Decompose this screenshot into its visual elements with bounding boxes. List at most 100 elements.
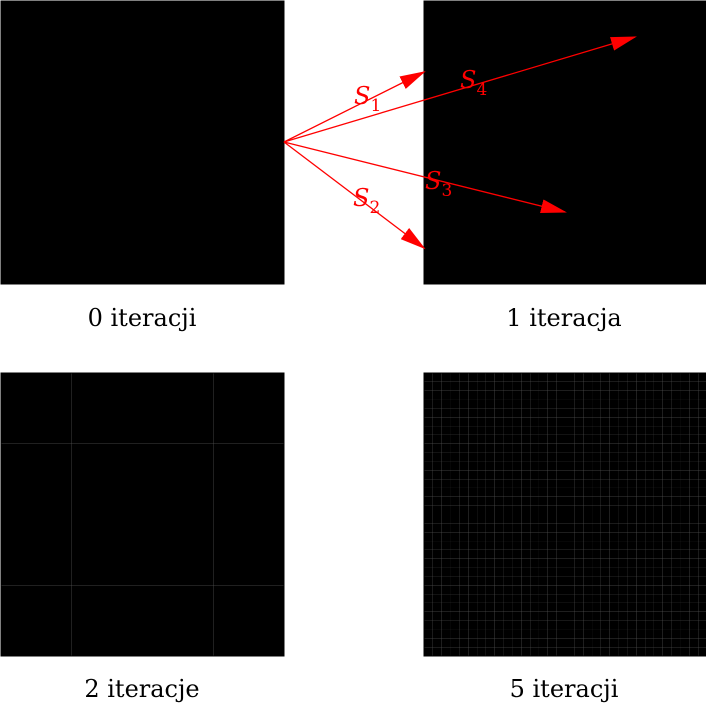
attractor-square (627, 549, 637, 559)
attractor-square (538, 647, 548, 656)
attractor-square (485, 620, 495, 630)
attractor-square (424, 514, 433, 524)
attractor-square (441, 390, 451, 400)
attractor-square (600, 585, 610, 595)
attractor-square (618, 443, 628, 453)
attractor-square (424, 647, 433, 656)
attractor-square (441, 594, 451, 603)
attractor-square (627, 434, 637, 444)
attractor-square (556, 390, 566, 400)
attractor-square (645, 479, 654, 488)
attractor-square (645, 594, 654, 603)
attractor-square (530, 629, 539, 639)
attractor-square (671, 620, 681, 630)
attractor-square (662, 470, 672, 480)
attractor-square (574, 373, 584, 382)
attractor-square (662, 496, 672, 506)
attractor-square (441, 496, 451, 506)
attractor-square (521, 514, 531, 524)
attractor-square (441, 549, 451, 559)
attractor-square (468, 461, 478, 471)
attractor-square (477, 523, 486, 533)
attractor-square (671, 452, 681, 462)
attractor-square (592, 496, 601, 506)
attractor-square (432, 585, 442, 595)
attractor-square (213, 585, 284, 656)
attractor-square (636, 647, 646, 656)
attractor-square (565, 594, 575, 603)
attractor-square (477, 541, 486, 550)
attractor-square (600, 496, 610, 506)
attractor-square (530, 558, 539, 568)
attractor-square (432, 470, 442, 480)
attractor-square (547, 514, 557, 524)
attractor-square (468, 417, 478, 427)
attractor-square (618, 408, 628, 418)
attractor-square (627, 408, 637, 418)
attractor-square (609, 434, 619, 444)
attractor-square (645, 576, 654, 586)
attractor-square (441, 443, 451, 453)
attractor-square (653, 487, 663, 497)
attractor-square (636, 390, 646, 400)
attractor-square (592, 461, 601, 471)
attractor-square (547, 602, 557, 612)
attractor-square (609, 549, 619, 559)
attractor-square (680, 452, 690, 462)
attractor-square (538, 532, 548, 542)
attractor-square (662, 567, 672, 577)
attractor-square (662, 443, 672, 453)
attractor-square (609, 523, 619, 533)
attractor-square (689, 629, 699, 639)
attractor-square (538, 629, 548, 639)
attractor-square (609, 487, 619, 497)
attractor-square (645, 611, 654, 621)
attractor-square (450, 594, 460, 603)
attractor-square (627, 532, 637, 542)
attractor-square (521, 576, 531, 586)
attractor-square (636, 576, 646, 586)
attractor-square (698, 443, 706, 453)
attractor-square (424, 620, 433, 630)
attractor-square (574, 558, 584, 568)
attractor-square (671, 558, 681, 568)
attractor-square (600, 514, 610, 524)
attractor-square (477, 417, 486, 427)
attractor-square (459, 373, 469, 382)
attractor-square (530, 479, 539, 488)
attractor-square (530, 487, 539, 497)
attractor-square (477, 514, 486, 524)
attractor-square (574, 514, 584, 524)
attractor-square (213, 514, 284, 586)
attractor-square (512, 514, 522, 524)
attractor-square (530, 549, 539, 559)
attractor-square (583, 602, 593, 612)
attractor-square (618, 399, 628, 409)
attractor-square (565, 434, 575, 444)
attractor-square (618, 417, 628, 427)
attractor-square (547, 594, 557, 603)
attractor-square (662, 505, 672, 515)
attractor-square (432, 532, 442, 542)
attractor-square (618, 434, 628, 444)
attractor-square (680, 514, 690, 524)
attractor-square (627, 576, 637, 586)
attractor-square (441, 620, 451, 630)
attractor-square (142, 585, 214, 656)
attractor-square (618, 638, 628, 648)
attractor-square (441, 567, 451, 577)
attractor-square (503, 390, 513, 400)
caption-2: 2 iteracje (84, 675, 199, 703)
attractor-square (583, 514, 593, 524)
attractor-square (530, 638, 539, 648)
attractor-square (636, 470, 646, 480)
attractor-square (662, 514, 672, 524)
attractor-square (645, 381, 654, 391)
attractor-square (468, 629, 478, 639)
attractor-square (521, 399, 531, 409)
attractor-square (618, 426, 628, 435)
attractor-square (485, 390, 495, 400)
attractor-square (547, 567, 557, 577)
attractor-square (600, 470, 610, 480)
attractor-square (450, 487, 460, 497)
